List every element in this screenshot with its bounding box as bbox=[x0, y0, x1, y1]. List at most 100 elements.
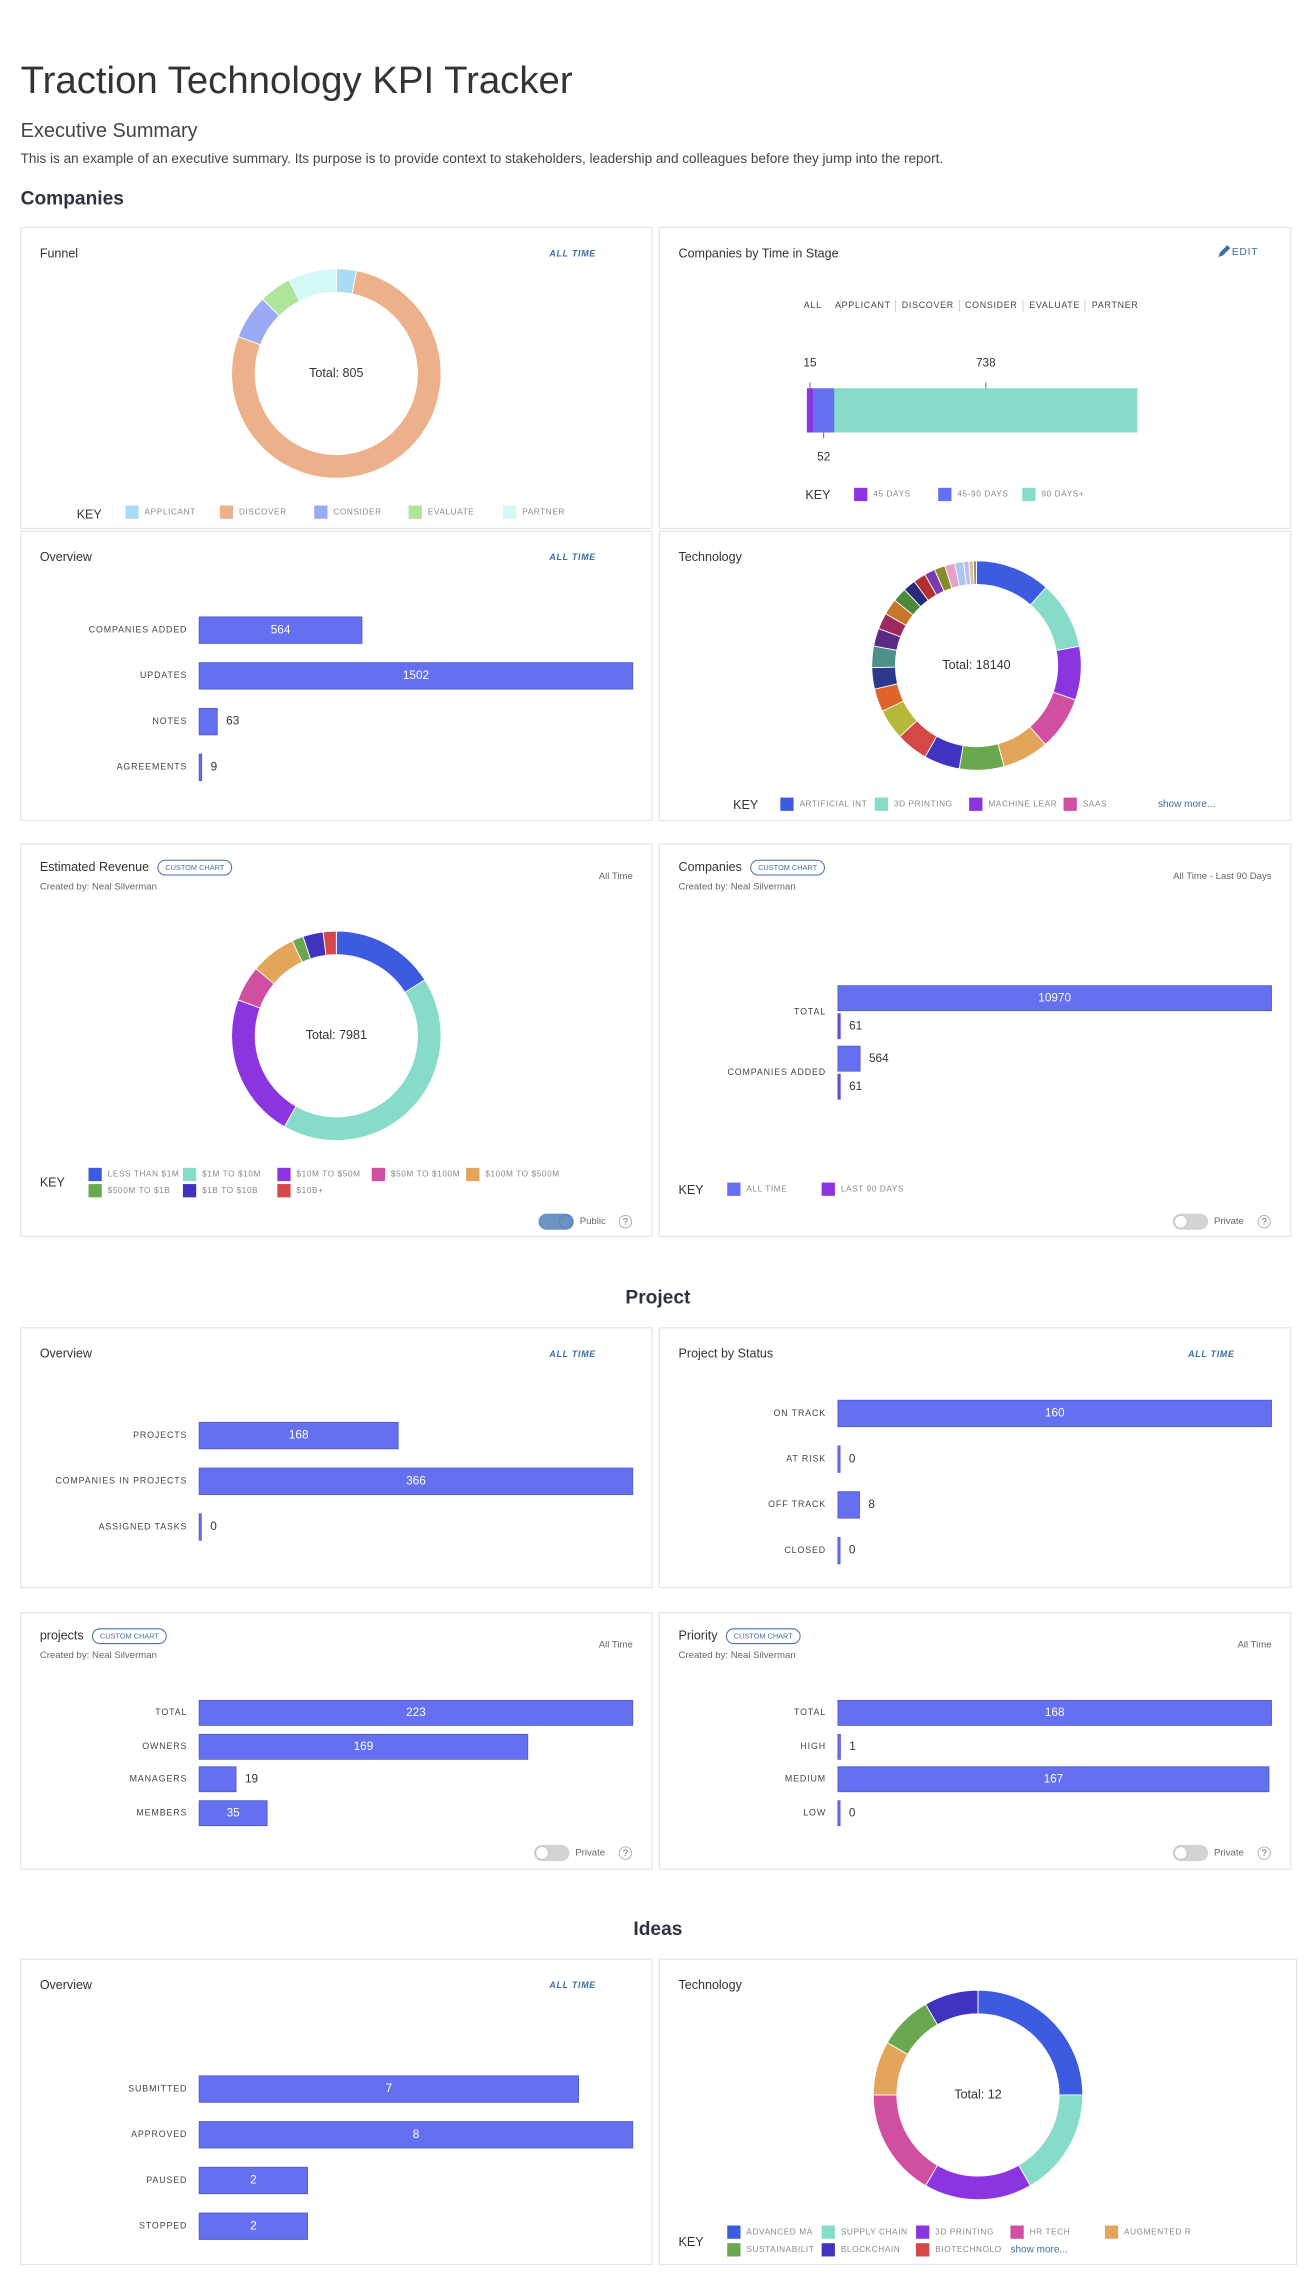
category-label: SUBMITTED bbox=[128, 2083, 187, 2093]
bar bbox=[198, 1800, 268, 1827]
legend-swatch bbox=[1063, 797, 1077, 811]
badge-text: CUSTOM CHART bbox=[734, 1632, 794, 1641]
bar bbox=[837, 1766, 1270, 1793]
legend-swatch bbox=[466, 1167, 480, 1182]
bar bbox=[837, 985, 1272, 1012]
help-text[interactable]: ? bbox=[1262, 1848, 1267, 1859]
legend-key: KEY bbox=[679, 1183, 705, 1197]
donut-total: Total: 805 bbox=[309, 366, 363, 380]
legend-label: ARTIFICIAL INT bbox=[800, 799, 868, 808]
legend-label: HR TECH bbox=[1030, 2227, 1071, 2236]
donut-slice bbox=[231, 270, 442, 479]
page-description: This is an example of an executive summa… bbox=[21, 151, 943, 166]
filter[interactable]: ALL TIME bbox=[548, 248, 596, 258]
badge bbox=[91, 1628, 167, 1645]
tab[interactable]: APPLICANT bbox=[835, 300, 891, 310]
filter[interactable]: All Time bbox=[1237, 1640, 1271, 1651]
legend-label: SAAS bbox=[1083, 799, 1107, 808]
legend-swatch bbox=[182, 1167, 197, 1182]
help-icon[interactable] bbox=[618, 1846, 633, 1860]
bar-value: 10970 bbox=[1038, 990, 1071, 1004]
legend-swatch bbox=[938, 487, 952, 502]
panel-title: Technology bbox=[679, 550, 743, 564]
bar bbox=[837, 1536, 841, 1565]
legend-label: APPLICANT bbox=[145, 507, 196, 516]
toggle-knob[interactable] bbox=[558, 1214, 573, 1229]
help-text[interactable]: ? bbox=[623, 1217, 628, 1228]
legend-swatch bbox=[277, 1167, 291, 1182]
bar-value: 0 bbox=[849, 1805, 856, 1819]
toggle-knob[interactable] bbox=[1174, 1214, 1188, 1229]
legend-swatch bbox=[125, 505, 139, 519]
bar-value: 61 bbox=[849, 1079, 862, 1093]
legend-swatch bbox=[854, 487, 868, 502]
legend-swatch bbox=[88, 1184, 102, 1198]
show-more[interactable]: show more... bbox=[1158, 799, 1215, 810]
legend-label: BLOCKCHAIN bbox=[841, 2245, 901, 2254]
bar-value: 0 bbox=[849, 1451, 856, 1465]
legend-label: SUSTAINABILIT bbox=[746, 2245, 814, 2254]
help-icon[interactable] bbox=[1257, 1215, 1271, 1229]
bar bbox=[198, 616, 363, 644]
legend-swatch bbox=[821, 2225, 835, 2239]
donut-slice bbox=[958, 743, 1005, 771]
legend-key: KEY bbox=[805, 488, 831, 502]
bar-value: 0 bbox=[210, 1519, 217, 1533]
bar-value: 8 bbox=[868, 1497, 875, 1511]
bar bbox=[198, 753, 203, 781]
donut-total: Total: 18140 bbox=[942, 658, 1010, 672]
bar bbox=[198, 1699, 634, 1726]
toggle-knob[interactable] bbox=[535, 1846, 549, 1860]
category-label: TOTAL bbox=[155, 1707, 187, 1717]
legend-label: $1M TO $10M bbox=[202, 1170, 261, 1179]
bar-value: 7 bbox=[386, 2081, 393, 2095]
category-label: CLOSED bbox=[784, 1545, 826, 1555]
filter[interactable]: ALL TIME bbox=[548, 1349, 596, 1359]
tab[interactable]: EVALUATE bbox=[1029, 300, 1080, 310]
legend-swatch bbox=[1010, 2225, 1024, 2239]
legend-swatch bbox=[503, 505, 517, 519]
card bbox=[20, 843, 653, 1238]
help-text[interactable]: ? bbox=[623, 1848, 628, 1859]
card bbox=[20, 1958, 653, 2266]
help-icon[interactable] bbox=[618, 1215, 633, 1229]
bar-value: 1502 bbox=[403, 668, 429, 682]
filter[interactable]: ALL TIME bbox=[548, 552, 596, 562]
panel-title: Overview bbox=[40, 1978, 93, 1992]
tab[interactable]: DISCOVER bbox=[902, 300, 954, 310]
legend-label: 3D PRINTING bbox=[894, 799, 953, 808]
edit-button[interactable]: EDIT bbox=[1232, 247, 1258, 258]
filter[interactable]: All Time bbox=[599, 1640, 633, 1651]
panel-title: Funnel bbox=[40, 246, 78, 260]
legend-label: LAST 90 DAYS bbox=[841, 1184, 904, 1193]
category-label: NOTES bbox=[152, 716, 187, 726]
tab[interactable]: CONSIDER bbox=[965, 300, 1018, 310]
tab[interactable]: ALL bbox=[804, 300, 822, 310]
tab[interactable]: PARTNER bbox=[1092, 300, 1139, 310]
legend-label: LESS THAN $1M bbox=[108, 1170, 180, 1179]
show-more[interactable]: show more... bbox=[1010, 2244, 1067, 2255]
help-icon[interactable] bbox=[1257, 1846, 1271, 1860]
edit-icon[interactable] bbox=[1218, 245, 1231, 257]
bar bbox=[198, 1766, 237, 1793]
toggle-knob[interactable] bbox=[1174, 1846, 1188, 1860]
filter[interactable]: ALL TIME bbox=[1187, 1349, 1235, 1359]
filter[interactable]: All Time bbox=[599, 871, 633, 882]
bar-value: 35 bbox=[227, 1805, 241, 1819]
legend-label: $10M TO $50M bbox=[296, 1170, 360, 1179]
legend-swatch bbox=[969, 797, 983, 811]
bar-value: 366 bbox=[406, 1473, 426, 1487]
toggle-label: Private bbox=[1214, 1848, 1244, 1859]
filter[interactable]: All Time - Last 90 Days bbox=[1173, 871, 1272, 882]
card bbox=[658, 226, 1292, 529]
filter[interactable]: ALL TIME bbox=[548, 1980, 596, 1990]
legend-swatch bbox=[780, 797, 794, 811]
help-text[interactable]: ? bbox=[1262, 1217, 1267, 1228]
legend-key: KEY bbox=[733, 798, 759, 812]
legend-label: $10B+ bbox=[296, 1186, 323, 1195]
card bbox=[658, 1327, 1292, 1589]
category-label: AGREEMENTS bbox=[117, 762, 188, 772]
legend-key: KEY bbox=[40, 1176, 66, 1190]
toggle-label: Private bbox=[575, 1848, 605, 1859]
